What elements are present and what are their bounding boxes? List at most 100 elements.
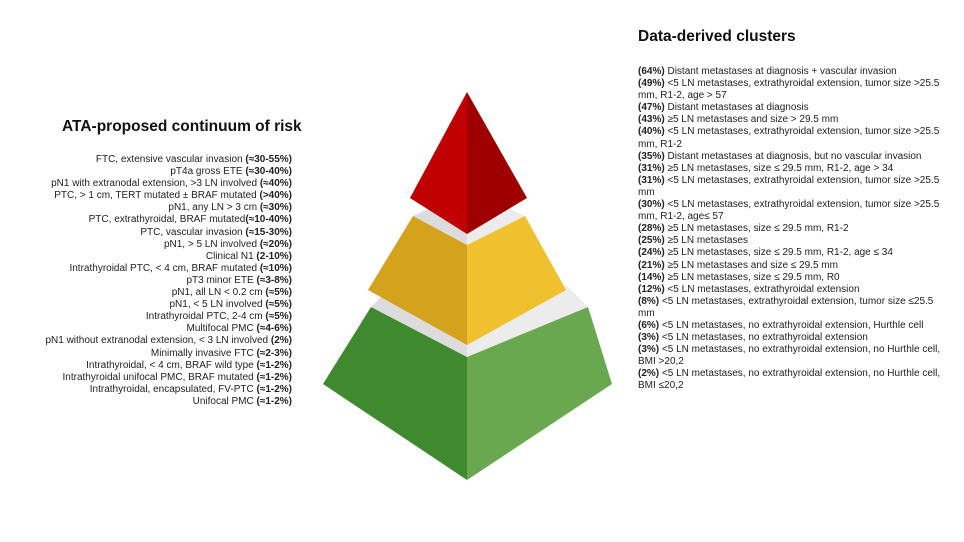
ata-risk-item-percentage: (≈1-2%) xyxy=(256,395,293,407)
ata-risk-item-percentage: (≈5%) xyxy=(265,287,292,299)
cluster-item-percentage: (49%) xyxy=(638,78,665,90)
ata-risk-item-text: Intrathyroidal unifocal PMC, BRAF mutate… xyxy=(62,371,257,383)
cluster-item: (28%) ≥5 LN metastases, size ≤ 29.5 mm, … xyxy=(638,223,950,235)
ata-risk-item-percentage: (≈20%) xyxy=(259,238,292,250)
cluster-item: (14%) ≥5 LN metastases, size ≤ 29.5 mm, … xyxy=(638,272,950,284)
cluster-item-text: <5 LN metastases, no extrathyroidal exte… xyxy=(638,344,941,368)
ata-risk-item-percentage: (≈30%) xyxy=(259,202,292,214)
cluster-item: (40%) <5 LN metastases, extrathyroidal e… xyxy=(638,126,950,150)
ata-risk-item-text: Clinical N1 xyxy=(205,250,257,262)
cluster-item-percentage: (21%) xyxy=(638,259,665,271)
ata-risk-item: pN1, > 5 LN involved (≈20%) xyxy=(45,239,292,251)
ata-risk-item-percentage: (≈2-3%) xyxy=(256,347,293,359)
ata-risk-item: pN1, any LN > 3 cm (≈30%) xyxy=(45,202,292,214)
ata-risk-item: PTC, > 1 cm, TERT mutated ± BRAF mutated… xyxy=(45,190,292,202)
cluster-item-text: <5 LN metastases, extrathyroidal extensi… xyxy=(664,283,860,295)
cluster-item: (3%) <5 LN metastases, no extrathyroidal… xyxy=(638,344,950,368)
ata-risk-item-percentage: (≈1-2%) xyxy=(256,383,293,395)
cluster-item-percentage: (3%) xyxy=(638,332,660,344)
cluster-item-percentage: (2%) xyxy=(638,368,660,380)
cluster-item-text: <5 LN metastases, no extrathyroidal exte… xyxy=(659,332,868,344)
ata-heading: ATA-proposed continuum of risk xyxy=(62,118,302,135)
upper-gap-right-face xyxy=(467,207,525,245)
ata-risk-item-percentage: (2-10%) xyxy=(256,250,292,262)
cluster-item: (12%) <5 LN metastases, extrathyroidal e… xyxy=(638,284,950,296)
cluster-item: (8%) <5 LN metastases, extrathyroidal ex… xyxy=(638,296,950,320)
cluster-item: (31%) ≥5 LN metastases, size ≤ 29.5 mm, … xyxy=(638,163,950,175)
ata-risk-item: Intrathyroidal unifocal PMC, BRAF mutate… xyxy=(45,372,292,384)
ata-risk-item-percentage: (>40%) xyxy=(259,190,292,202)
cluster-item-text: ≥5 LN metastases, size ≤ 29.5 mm, R1-2, … xyxy=(664,247,893,259)
ata-risk-item: Intrathyroidal PTC, 2-4 cm (≈5%) xyxy=(45,311,292,323)
ata-risk-item-percentage: (≈3-8%) xyxy=(256,274,293,286)
ata-risk-item-percentage: (≈10-40%) xyxy=(245,214,292,226)
cluster-item: (31%) <5 LN metastases, extrathyroidal e… xyxy=(638,175,950,199)
ata-risk-item-text: Intrathyroidal PTC, < 4 cm, BRAF mutated xyxy=(69,262,260,274)
cluster-item: (25%) ≥5 LN metastases xyxy=(638,235,950,247)
cluster-item-percentage: (3%) xyxy=(638,344,660,356)
lower-gap-right-face xyxy=(467,285,588,357)
cluster-item-percentage: (64%) xyxy=(638,66,665,77)
ata-risk-item-percentage: (≈1-2%) xyxy=(256,359,293,371)
cluster-item: (30%) <5 LN metastases, extrathyroidal e… xyxy=(638,199,950,223)
cluster-item-text: <5 LN metastases, extrathyroidal extensi… xyxy=(638,126,940,150)
cluster-item-text: <5 LN metastases, extrathyroidal extensi… xyxy=(638,174,940,198)
ata-risk-item: PTC, extrathyroidal, BRAF mutated(≈10-40… xyxy=(45,214,292,226)
ata-risk-item: Unifocal PMC (≈1-2%) xyxy=(45,396,292,408)
ata-risk-item: Multifocal PMC (≈4-6%) xyxy=(45,323,292,335)
ata-risk-item: PTC, vascular invasion (≈15-30%) xyxy=(45,227,292,239)
ata-risk-item-text: Intrathyroidal PTC, 2-4 cm xyxy=(145,311,266,323)
high-risk-tier-left-face xyxy=(410,92,467,234)
cluster-item-percentage: (24%) xyxy=(638,247,665,259)
ata-risk-item: pN1 with extranodal extension, >3 LN inv… xyxy=(45,178,292,190)
cluster-item-percentage: (14%) xyxy=(638,271,665,283)
cluster-item-text: <5 LN metastases, extrathyroidal extensi… xyxy=(638,78,940,102)
cluster-item-text: Distant metastases at diagnosis + vascul… xyxy=(664,66,897,77)
ata-risk-item-text: pN1, < 5 LN involved xyxy=(169,299,266,311)
cluster-item-percentage: (35%) xyxy=(638,150,665,162)
ata-risk-item: Intrathyroidal PTC, < 4 cm, BRAF mutated… xyxy=(45,263,292,275)
cluster-item-text: Distant metastases at diagnosis, but no … xyxy=(664,150,922,162)
ata-risk-item: pN1, < 5 LN involved (≈5%) xyxy=(45,299,293,311)
ata-risk-item-percentage: (≈5%) xyxy=(265,311,292,323)
ata-risk-item-text: pN1 without extranodal extension, < 3 LN… xyxy=(45,335,271,347)
cluster-item: (64%) Distant metastases at diagnosis + … xyxy=(638,66,950,78)
cluster-item: (24%) ≥5 LN metastases, size ≤ 29.5 mm, … xyxy=(638,247,950,259)
upper-gap-left-face xyxy=(413,207,467,245)
cluster-item-percentage: (43%) xyxy=(638,114,665,126)
cluster-item-text: <5 LN metastases, no extrathyroidal exte… xyxy=(638,368,941,392)
ata-risk-item-percentage: (2%) xyxy=(270,335,292,347)
ata-risk-item-text: PTC, > 1 cm, TERT mutated ± BRAF mutated xyxy=(54,190,260,202)
ata-risk-item: Minimally invasive FTC (≈2-3%) xyxy=(45,348,292,360)
cluster-item-percentage: (31%) xyxy=(638,174,665,186)
cluster-item-percentage: (28%) xyxy=(638,223,665,235)
ata-risk-item: pN1 without extranodal extension, < 3 LN… xyxy=(45,335,292,347)
ata-risk-item-percentage: (≈40%) xyxy=(259,178,292,190)
cluster-item-percentage: (31%) xyxy=(638,162,665,174)
low-risk-tier-right-face xyxy=(467,307,612,480)
ata-risk-item-percentage: (≈1-2%) xyxy=(256,371,293,383)
cluster-item-percentage: (47%) xyxy=(638,102,665,114)
ata-risk-item-percentage: (≈30-55%) xyxy=(245,154,292,165)
cluster-item: (35%) Distant metastases at diagnosis, b… xyxy=(638,151,950,163)
ata-risk-item: pT3 minor ETE (≈3-8%) xyxy=(45,275,292,287)
clusters-list: (64%) Distant metastases at diagnosis + … xyxy=(638,66,950,393)
cluster-item-text: ≥5 LN metastases, size ≤ 29.5 mm, R0 xyxy=(664,271,840,283)
cluster-item-percentage: (12%) xyxy=(638,283,665,295)
cluster-item-text: ≥5 LN metastases, size ≤ 29.5 mm, R1-2, … xyxy=(664,162,894,174)
ata-risk-item-text: Intrathyroidal, < 4 cm, BRAF wild type xyxy=(86,359,257,371)
ata-risk-item-percentage: (≈4-6%) xyxy=(256,323,293,335)
ata-risk-item-text: pN1, any LN > 3 cm xyxy=(168,202,260,214)
ata-risk-list: FTC, extensive vascular invasion (≈30-55… xyxy=(45,154,292,408)
ata-risk-item: pT4a gross ETE (≈30-40%) xyxy=(45,166,292,178)
clusters-heading: Data-derived clusters xyxy=(638,28,796,45)
cluster-item: (2%) <5 LN metastases, no extrathyroidal… xyxy=(638,368,950,392)
ata-risk-item-text: pN1, all LN < 0.2 cm xyxy=(171,287,266,299)
ata-risk-item: Clinical N1 (2-10%) xyxy=(45,251,292,263)
cluster-item-percentage: (30%) xyxy=(638,199,665,211)
cluster-item-percentage: (8%) xyxy=(638,295,660,307)
cluster-item-text: ≥5 LN metastases, size ≤ 29.5 mm, R1-2 xyxy=(664,223,849,235)
ata-risk-item-text: Minimally invasive FTC xyxy=(150,347,257,359)
ata-risk-item: pN1, all LN < 0.2 cm (≈5%) xyxy=(45,287,292,299)
